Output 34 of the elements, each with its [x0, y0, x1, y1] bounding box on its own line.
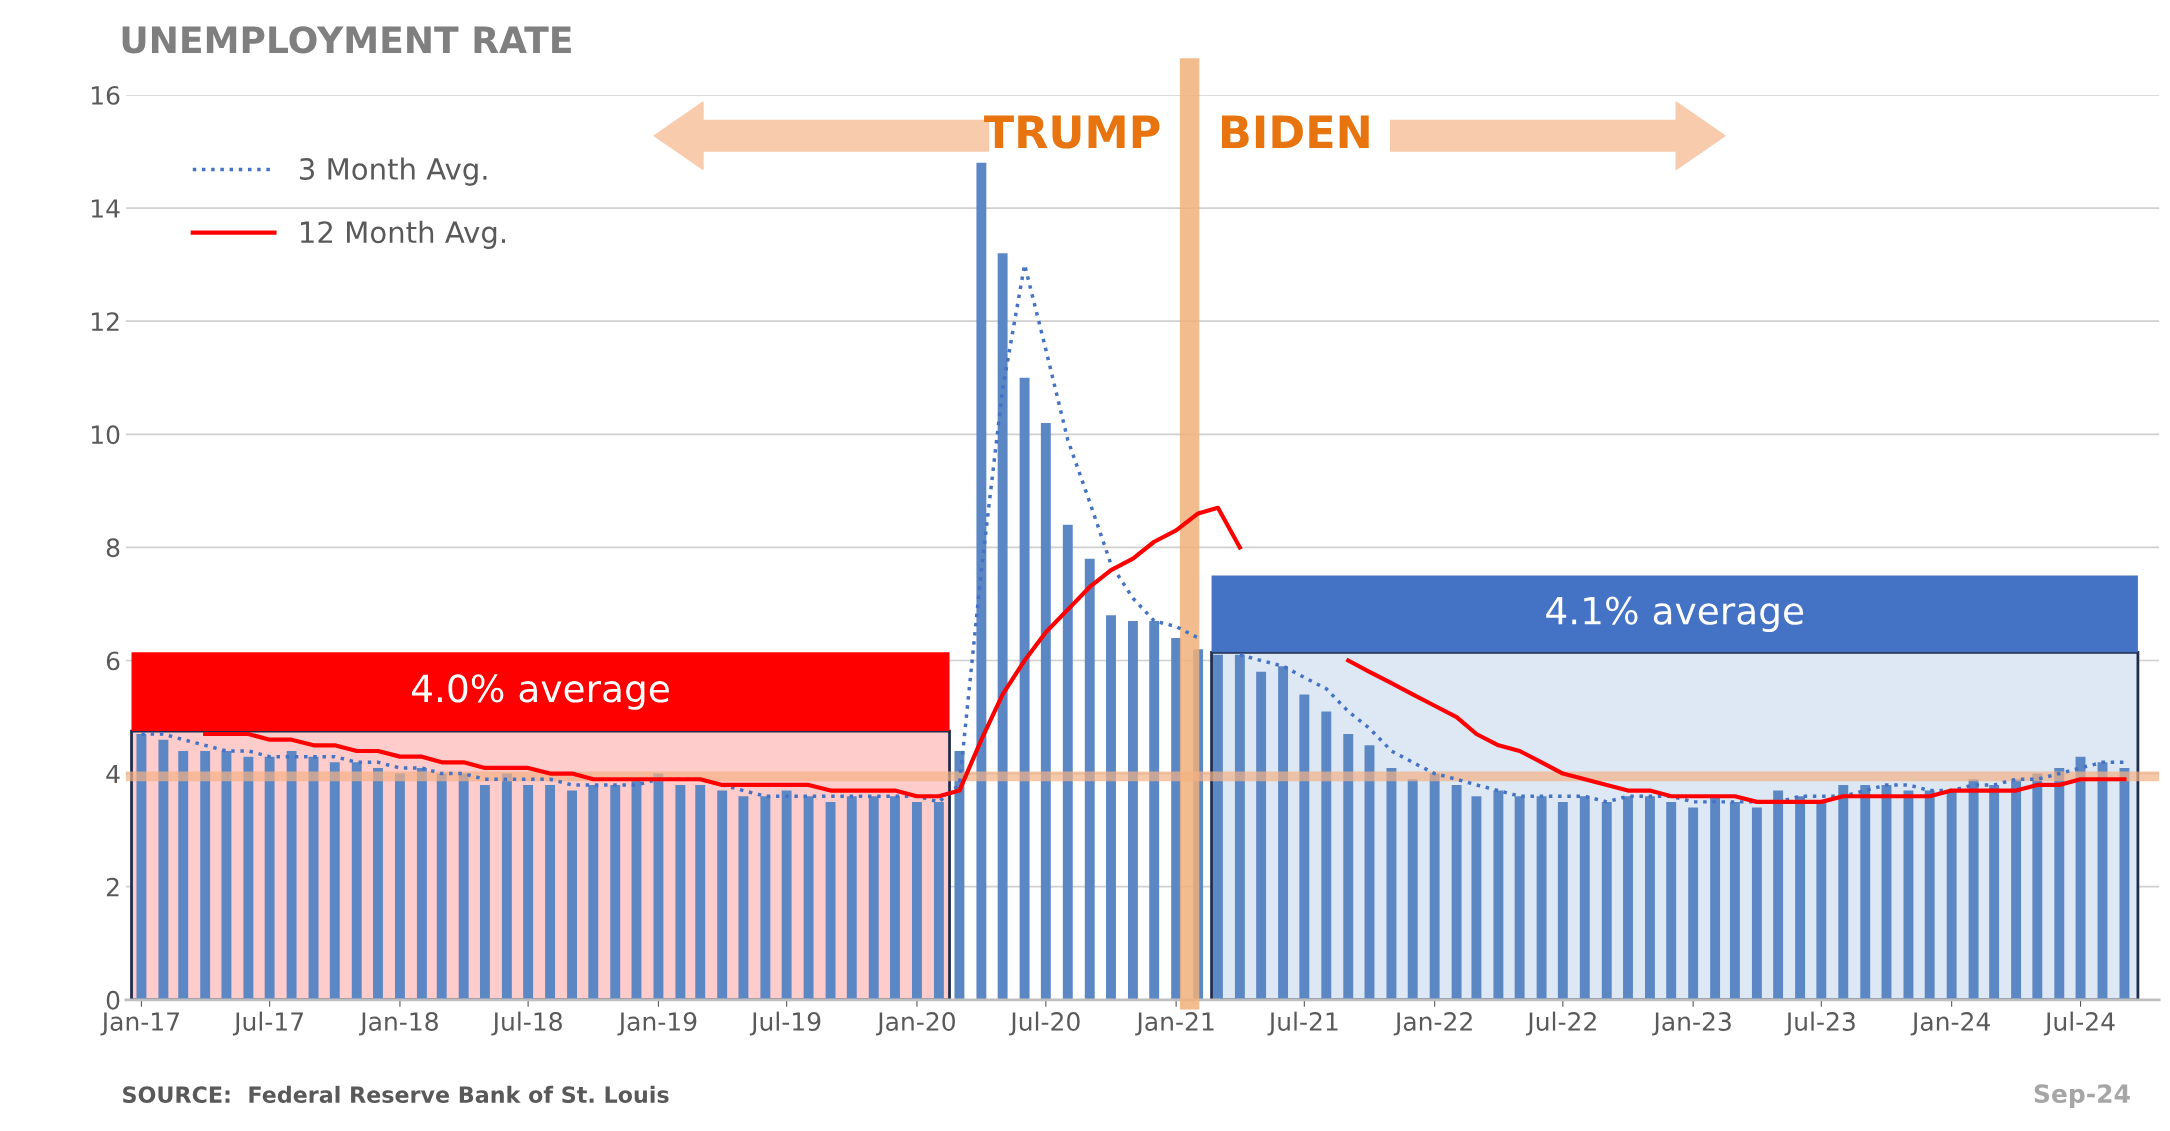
y-tick-label: 6: [106, 651, 120, 671]
x-tick-label: Jan-21: [1135, 1012, 1214, 1036]
y-tick-label: 8: [106, 538, 120, 558]
x-tick-label: Jul-24: [2043, 1011, 2115, 1036]
y-tick-label: 16: [91, 85, 120, 105]
x-tick-label: Jan-17: [100, 1012, 179, 1036]
x-tick-label: Jul-18: [491, 1011, 562, 1036]
x-tick-label: Jul-19: [749, 1011, 821, 1036]
y-tick-label: 12: [91, 312, 119, 331]
x-tick-label: Jul-21: [1267, 1011, 1338, 1036]
annotation: BIDEN: [1222, 115, 1369, 148]
y-tick-label: 2: [106, 877, 119, 897]
annotation: TRUMP: [984, 115, 1160, 149]
x-tick-label: Jul-20: [1009, 1011, 1080, 1036]
x-tick-label: Jan-24: [1910, 1012, 1990, 1036]
x-tick-label: Jul-17: [232, 1011, 303, 1036]
x-tick-label: Jan-23: [1652, 1012, 1731, 1036]
x-tick-label: Jan-22: [1393, 1012, 1472, 1036]
x-tick-label: Jan-19: [617, 1012, 697, 1036]
y-tick-label: 4: [106, 764, 120, 784]
y-tick-label: 14: [91, 199, 120, 218]
x-tick-label: Jul-22: [1526, 1011, 1596, 1036]
band-label: 4.0% average: [412, 674, 669, 710]
legend-label: 3 Month Avg.: [300, 157, 487, 186]
y-tick-label: 10: [91, 425, 120, 445]
band-label: 4.1% average: [1546, 596, 1804, 633]
x-tick-label: Jan-18: [358, 1012, 438, 1036]
legend-label: 12 Month Avg.: [300, 220, 505, 249]
source-note: SOURCE: Federal Reserve Bank of St. Louis: [123, 1085, 669, 1104]
text: Sep-24: [2034, 1084, 2130, 1108]
y-tick-label: 0: [106, 990, 120, 1010]
x-tick-label: Jul-23: [1784, 1011, 1855, 1036]
x-tick-label: Jan-20: [875, 1012, 955, 1036]
chart-title: UNEMPLOYMENT RATE: [122, 26, 571, 54]
